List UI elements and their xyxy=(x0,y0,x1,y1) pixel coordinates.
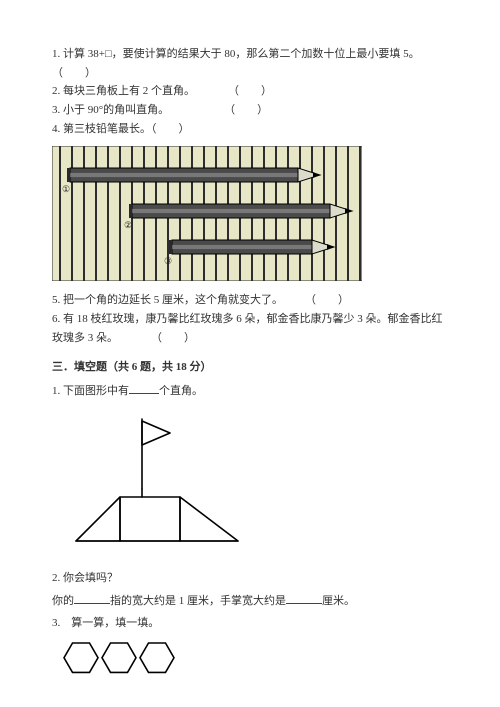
fb-q1-post: 个直角。 xyxy=(159,385,203,397)
fb-q1: 1. 下面图形中有 个直角。 xyxy=(52,382,448,401)
fb-q2-pre: 你的 xyxy=(52,595,74,607)
tf-q6: 6. 有 18 枝红玫瑰，康乃馨比红玫瑰多 6 朵，郁金香比康乃馨少 3 朵。郁… xyxy=(52,310,448,347)
svg-text:①: ① xyxy=(62,184,70,194)
section-3-header: 三．填空题（共 6 题，共 18 分） xyxy=(52,358,448,377)
pencils-svg: ① ② ③ xyxy=(52,146,362,281)
fb-q1-pre: 1. 下面图形中有 xyxy=(52,385,129,397)
fb-q2-title: 2. 你会填吗？ xyxy=(52,569,448,588)
fb-q2-body: 你的 指的宽大约是 1 厘米，手掌宽大约是 厘米。 xyxy=(52,592,448,611)
fb-q2-mid: 指的宽大约是 1 厘米，手掌宽大约是 xyxy=(110,595,286,607)
fb-q2-blank2[interactable] xyxy=(286,593,322,604)
pencils-figure: ① ② ③ xyxy=(52,146,448,281)
fb-q1-blank[interactable] xyxy=(129,383,159,394)
hexagons-svg xyxy=(62,641,176,674)
flag-svg xyxy=(62,409,252,559)
fb-q2-post: 厘米。 xyxy=(322,595,355,607)
svg-text:③: ③ xyxy=(164,256,172,266)
tf-q4: 4. 第三枝铅笔最长。（ ） xyxy=(52,120,448,139)
hexagons-figure xyxy=(52,641,448,674)
tf-q3: 3. 小于 90°的角叫直角。 （ ） xyxy=(52,101,448,120)
tf-q1-line2: （ ） xyxy=(52,64,448,83)
fb-q2-blank1[interactable] xyxy=(74,593,110,604)
fb-q3: 3. 算一算，填一填。 xyxy=(52,614,448,633)
flag-figure xyxy=(52,409,448,559)
tf-q5: 5. 把一个角的边延长 5 厘米，这个角就变大了。 （ ） xyxy=(52,291,448,310)
tf-q2: 2. 每块三角板上有 2 个直角。 （ ） xyxy=(52,82,448,101)
tf-q1-line1: 1. 计算 38+□，要使计算的结果大于 80，那么第二个加数十位上最小要填 5… xyxy=(52,45,448,64)
svg-text:②: ② xyxy=(124,220,132,230)
